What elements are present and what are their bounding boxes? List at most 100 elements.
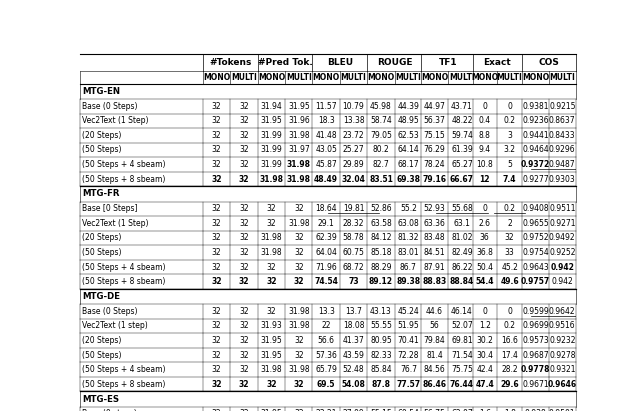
Text: 32: 32 [294, 351, 303, 360]
Text: 0.9271: 0.9271 [549, 219, 575, 228]
Text: 83.01: 83.01 [397, 248, 419, 257]
Text: 32: 32 [294, 336, 303, 345]
Text: 52.07: 52.07 [451, 321, 473, 330]
Text: 31.99: 31.99 [260, 160, 282, 169]
Text: 31.95: 31.95 [288, 102, 310, 111]
Text: 0.8637: 0.8637 [549, 116, 575, 125]
Text: 0.9492: 0.9492 [549, 233, 575, 242]
Text: 18.08: 18.08 [343, 321, 364, 330]
Text: 0.9321: 0.9321 [549, 365, 575, 374]
Text: 81.4: 81.4 [426, 351, 443, 360]
Text: #Pred Tok.: #Pred Tok. [258, 58, 312, 67]
Text: 0.8433: 0.8433 [549, 131, 575, 140]
Text: 74.54: 74.54 [314, 277, 338, 286]
Text: 31.98: 31.98 [288, 219, 310, 228]
Text: (50 Steps + 8 sbeam): (50 Steps + 8 sbeam) [83, 175, 166, 184]
Text: 1.6: 1.6 [479, 409, 491, 411]
Text: 65.79: 65.79 [316, 365, 337, 374]
Text: 68.17: 68.17 [397, 160, 419, 169]
Text: 0.9643: 0.9643 [522, 263, 549, 272]
Text: Base (0 Steps): Base (0 Steps) [83, 102, 138, 111]
Text: 31.95: 31.95 [260, 351, 282, 360]
Text: 32: 32 [267, 204, 276, 213]
Text: 0.9296: 0.9296 [549, 145, 575, 155]
Text: 59.74: 59.74 [451, 131, 473, 140]
Text: 82.49: 82.49 [451, 248, 473, 257]
Text: 0.9599: 0.9599 [522, 307, 549, 316]
Text: 0.942: 0.942 [550, 263, 574, 272]
Text: 32: 32 [294, 409, 303, 411]
Text: BLEU: BLEU [327, 58, 353, 67]
Text: 25.27: 25.27 [343, 145, 364, 155]
Text: 2: 2 [508, 219, 512, 228]
Text: 31.98: 31.98 [260, 248, 282, 257]
Text: 58.74: 58.74 [370, 116, 392, 125]
Text: 0.9236: 0.9236 [522, 116, 549, 125]
Text: 0: 0 [483, 102, 487, 111]
Text: 68.72: 68.72 [343, 263, 364, 272]
Text: 48.95: 48.95 [397, 116, 419, 125]
Text: 45.24: 45.24 [397, 307, 419, 316]
Text: 32: 32 [212, 248, 221, 257]
Text: 0.9303: 0.9303 [549, 175, 576, 184]
Text: 32.04: 32.04 [342, 175, 365, 184]
Text: 0.9441: 0.9441 [522, 131, 549, 140]
Text: 32: 32 [267, 263, 276, 272]
Text: 32: 32 [239, 175, 249, 184]
Text: (50 Steps + 4 sbeam): (50 Steps + 4 sbeam) [83, 263, 166, 272]
Text: 86.22: 86.22 [451, 263, 472, 272]
Text: Base [0 Steps]: Base [0 Steps] [83, 204, 138, 213]
Text: 0.9408: 0.9408 [522, 204, 549, 213]
Text: 73: 73 [348, 277, 359, 286]
Text: 79.84: 79.84 [424, 336, 445, 345]
Text: MULTI: MULTI [340, 73, 367, 82]
Text: 86.7: 86.7 [400, 263, 417, 272]
Text: 0.9372: 0.9372 [521, 160, 550, 169]
Text: MULTI: MULTI [396, 73, 421, 82]
Text: 50.4: 50.4 [476, 263, 493, 272]
Text: 42.4: 42.4 [476, 365, 493, 374]
Text: 84.51: 84.51 [424, 248, 445, 257]
Text: 0.2: 0.2 [504, 116, 516, 125]
Text: Base (0 Steps): Base (0 Steps) [83, 307, 138, 316]
Text: 32: 32 [212, 131, 221, 140]
Text: MULTI: MULTI [286, 73, 312, 82]
Text: 60.54: 60.54 [397, 409, 419, 411]
Text: 3.2: 3.2 [504, 145, 516, 155]
Text: 43.05: 43.05 [316, 145, 337, 155]
Text: 52.93: 52.93 [424, 204, 445, 213]
Text: 31.98: 31.98 [260, 233, 282, 242]
Text: 0.9464: 0.9464 [522, 145, 549, 155]
Text: 54.4: 54.4 [476, 277, 494, 286]
Text: 32: 32 [212, 102, 221, 111]
Text: 80.2: 80.2 [372, 145, 389, 155]
Text: 49.6: 49.6 [500, 277, 519, 286]
Text: 32: 32 [212, 233, 221, 242]
Text: 0: 0 [508, 102, 512, 111]
Text: 32: 32 [239, 351, 249, 360]
Text: 1.8: 1.8 [504, 409, 516, 411]
Text: 0.9277: 0.9277 [522, 175, 549, 184]
Text: MTG-FR: MTG-FR [82, 189, 120, 199]
Text: 32: 32 [239, 321, 249, 330]
Text: 31.98: 31.98 [287, 175, 311, 184]
Text: 32: 32 [294, 263, 303, 272]
Text: (50 Steps): (50 Steps) [83, 145, 122, 155]
Text: 87.8: 87.8 [371, 380, 390, 389]
Text: 41.37: 41.37 [342, 336, 364, 345]
Text: 32: 32 [266, 380, 276, 389]
Text: MULTI: MULTI [449, 73, 475, 82]
Text: 13.7: 13.7 [345, 307, 362, 316]
Text: 0.9699: 0.9699 [522, 321, 549, 330]
Text: 0.9671: 0.9671 [522, 380, 549, 389]
Text: 31.94: 31.94 [260, 102, 282, 111]
Text: 81.32: 81.32 [397, 233, 419, 242]
Text: (20 Steps): (20 Steps) [83, 233, 122, 242]
Text: 31.99: 31.99 [260, 145, 282, 155]
Text: 0.9215: 0.9215 [549, 102, 575, 111]
Text: 0: 0 [483, 204, 487, 213]
Text: 0.9757: 0.9757 [521, 277, 550, 286]
Text: 61.39: 61.39 [451, 145, 473, 155]
Text: 62.39: 62.39 [316, 233, 337, 242]
Text: 71.96: 71.96 [316, 263, 337, 272]
